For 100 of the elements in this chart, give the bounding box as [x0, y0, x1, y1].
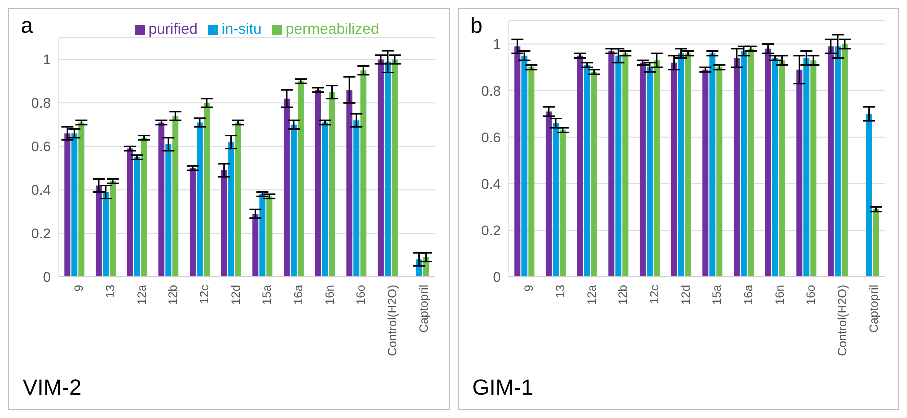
- bar: [196, 122, 203, 277]
- x-tick-label: 12c: [198, 285, 212, 304]
- x-tick-label: 16a: [292, 284, 306, 306]
- text: VIM-2: [23, 375, 82, 401]
- bar: [110, 181, 116, 277]
- bar: [260, 194, 266, 277]
- bar: [778, 60, 785, 277]
- bar: [834, 46, 840, 277]
- bar: [127, 148, 134, 277]
- x-tick-label: 12b: [166, 284, 180, 306]
- bar: [346, 90, 353, 277]
- bar: [329, 92, 336, 277]
- chart-title: b: [470, 13, 483, 39]
- bar: [709, 54, 716, 277]
- bar: [545, 112, 552, 277]
- y-tick-label: 0.2: [481, 222, 501, 238]
- bar: [866, 114, 872, 277]
- x-tick-label: 12d: [678, 285, 692, 306]
- bar: [841, 44, 848, 277]
- chart-title: a: [21, 13, 34, 39]
- bar: [384, 62, 391, 277]
- bar: [615, 56, 622, 277]
- bar: [392, 60, 398, 277]
- bar: [716, 68, 722, 277]
- bar: [378, 60, 384, 277]
- x-tick-label: 16o: [804, 284, 818, 306]
- x-tick-label: 16n: [322, 285, 337, 306]
- bar: [64, 134, 71, 277]
- bar: [528, 68, 534, 277]
- bar: [134, 158, 140, 277]
- bar: [827, 46, 834, 277]
- bar: [521, 56, 528, 277]
- bar: [96, 186, 102, 277]
- y-tick-label: 0.8: [481, 82, 501, 99]
- x-tick-label: 16n: [772, 285, 786, 306]
- x-tick-label: 12c: [647, 285, 662, 304]
- bar: [235, 122, 242, 277]
- bar: [702, 70, 708, 277]
- bar: [72, 134, 78, 277]
- bar: [228, 142, 234, 277]
- x-tick-label: Captopril: [866, 285, 880, 334]
- bar: [747, 48, 754, 277]
- bar: [764, 48, 771, 277]
- bar: [514, 46, 520, 277]
- bar: [204, 103, 210, 277]
- bar: [298, 81, 304, 277]
- text: GIM-1: [472, 375, 534, 401]
- bar: [315, 90, 322, 277]
- y-tick-label: 0.4: [481, 176, 501, 192]
- bar: [639, 62, 646, 277]
- bar: [141, 138, 148, 277]
- x-tick-label: 15a: [710, 284, 724, 306]
- bar: [622, 54, 628, 277]
- x-tick-label: Captopril: [416, 285, 431, 334]
- bar: [872, 210, 879, 277]
- bar: [266, 196, 273, 277]
- x-tick-label: 12b: [616, 284, 630, 306]
- y-tick-label: 0.2: [32, 226, 52, 242]
- bar: [252, 214, 259, 277]
- bar: [608, 51, 614, 277]
- bar: [78, 122, 85, 277]
- bar: [684, 54, 691, 277]
- bar: [678, 54, 684, 277]
- bar: [290, 124, 297, 277]
- y-tick-label: 0: [492, 268, 501, 285]
- bar: [322, 122, 328, 277]
- bar: [576, 56, 583, 277]
- x-tick-label: 16a: [741, 284, 756, 306]
- bar: [646, 68, 652, 277]
- x-tick-label: 12a: [584, 284, 598, 306]
- bar: [590, 72, 597, 277]
- x-tick-label: Control(H2O): [386, 285, 400, 356]
- y-tick-label: 0: [43, 268, 52, 285]
- bar: [221, 170, 228, 277]
- bar: [559, 130, 566, 277]
- bar: [653, 60, 660, 277]
- legend-label: permeabilized: [286, 21, 380, 38]
- x-tick-label: 9: [72, 284, 86, 292]
- x-tick-label: 13: [553, 284, 568, 298]
- bar: [552, 123, 558, 277]
- legend-label: in-situ: [222, 21, 262, 38]
- x-tick-label: 12a: [134, 284, 149, 306]
- bar: [803, 58, 810, 277]
- x-tick-label: Control(H2O): [835, 285, 850, 356]
- bar: [810, 60, 816, 277]
- x-tick-label: 12d: [228, 285, 243, 306]
- x-tick-label: 13: [104, 284, 118, 298]
- x-tick-label: 16o: [354, 284, 368, 306]
- y-tick-label: 0.8: [32, 95, 52, 112]
- bar: [360, 70, 367, 277]
- bar: [796, 70, 802, 277]
- legend-label: purified: [148, 21, 198, 38]
- bar: [670, 62, 677, 277]
- bar: [102, 192, 109, 277]
- bar: [158, 122, 165, 277]
- y-tick-label: 1: [492, 36, 501, 52]
- y-tick-label: 1: [43, 52, 52, 68]
- bar: [190, 168, 196, 277]
- bar: [740, 51, 746, 277]
- y-tick-label: 0.6: [32, 138, 52, 155]
